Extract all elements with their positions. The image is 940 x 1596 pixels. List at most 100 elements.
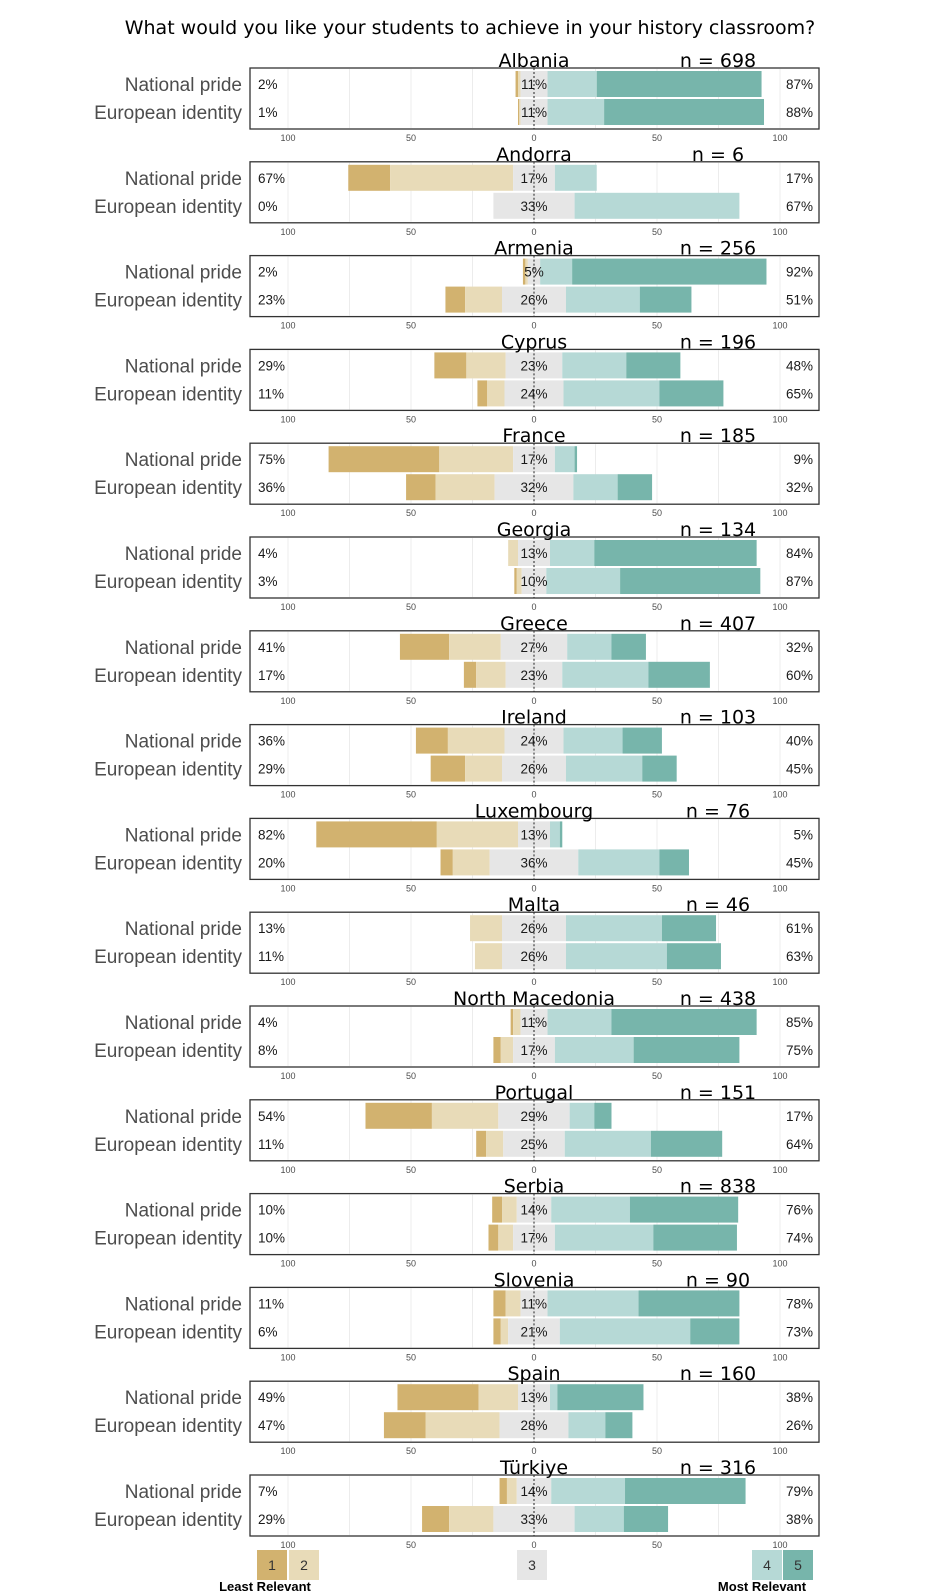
pct-label-left: 47% xyxy=(258,1418,285,1433)
bar-segment-4 xyxy=(554,1224,654,1251)
axis-tick-label: 0 xyxy=(531,1259,536,1269)
axis-tick-label: 0 xyxy=(531,1352,536,1362)
axis-tick-label: 100 xyxy=(772,1071,787,1081)
pct-label-left: 2% xyxy=(258,265,278,280)
bar-segment-1-least xyxy=(415,727,448,754)
bar-segment-1-least xyxy=(422,1506,450,1532)
bar-segment-4 xyxy=(546,568,621,594)
axis-tick-label: 100 xyxy=(772,133,787,143)
country-panel: National pride 13% 26% 61%European identity… xyxy=(94,894,820,987)
axis-tick-label: 50 xyxy=(652,321,662,331)
row-label: European identity xyxy=(94,760,242,781)
legend-label-5: 5 xyxy=(794,1557,802,1573)
bar-segment-1-least xyxy=(316,821,437,848)
bar-segment-1-least xyxy=(440,849,453,876)
panel-border xyxy=(249,1286,820,1350)
pct-label-left: 29% xyxy=(258,762,285,777)
pct-label-left: 20% xyxy=(258,855,285,870)
country-label: Portugal xyxy=(495,1082,574,1104)
axis-tick-label: 0 xyxy=(531,696,536,706)
country-panel: National pride 41% 27% 32%European identity… xyxy=(94,613,820,706)
pct-label-right: 85% xyxy=(786,1015,813,1030)
panel-border xyxy=(249,536,820,599)
bar-segment-4 xyxy=(565,943,667,970)
pct-label-right: 64% xyxy=(786,1137,813,1152)
bar-segment-4 xyxy=(564,1130,651,1157)
axis-tick-label: 50 xyxy=(652,1165,662,1175)
axis-tick-label: 100 xyxy=(772,508,787,518)
axis-tick-label: 50 xyxy=(406,883,416,893)
bar-segment-4 xyxy=(565,286,640,313)
axis-tick-label: 0 xyxy=(531,883,536,893)
bar-segment-5-most xyxy=(642,755,677,782)
row-label: National pride xyxy=(125,919,242,940)
bar-segment-5-most xyxy=(625,1478,746,1504)
axis-tick-label: 100 xyxy=(280,227,295,237)
row-label: National pride xyxy=(125,1482,242,1503)
axis-tick-label: 50 xyxy=(406,977,416,987)
bar-segment-5-most xyxy=(596,71,762,97)
row-label: National pride xyxy=(125,75,242,96)
axis-tick-label: 0 xyxy=(531,133,536,143)
pct-label-left: 6% xyxy=(258,1324,278,1339)
sample-size-label: n = 134 xyxy=(680,519,756,541)
pct-label-left: 29% xyxy=(258,358,285,373)
axis-tick-label: 100 xyxy=(280,1259,295,1269)
bar-segment-5-most xyxy=(604,99,765,125)
pct-label-right: 61% xyxy=(786,921,813,936)
bar-segment-5-most xyxy=(594,540,757,566)
pct-label-left: 75% xyxy=(258,452,285,467)
axis-tick-label: 100 xyxy=(772,790,787,800)
row-label: National pride xyxy=(125,544,242,565)
bar-segment-2 xyxy=(478,1384,519,1411)
axis-tick-label: 100 xyxy=(280,1165,295,1175)
panel-border xyxy=(249,1380,820,1443)
bar-segment-5-most xyxy=(557,1384,644,1411)
legend-most-relevant: Most Relevant xyxy=(718,1579,807,1594)
bar-segment-1-least xyxy=(434,352,467,379)
bar-segment-5-most xyxy=(639,286,692,313)
bar-segment-2 xyxy=(436,821,519,848)
axis-tick-label: 50 xyxy=(652,1446,662,1456)
legend-label-4: 4 xyxy=(763,1557,771,1573)
country-label: Spain xyxy=(507,1363,560,1385)
bar-segment-4 xyxy=(549,821,560,848)
bar-segment-1-least xyxy=(430,755,466,782)
bar-segment-5-most xyxy=(622,727,662,754)
bar-segment-2 xyxy=(486,1130,504,1157)
axis-tick-label: 100 xyxy=(280,602,295,612)
pct-label-right: 67% xyxy=(786,199,813,214)
bar-segment-2 xyxy=(425,1412,500,1439)
bar-segment-4 xyxy=(574,192,740,219)
axis-tick-label: 50 xyxy=(406,696,416,706)
country-panel: National pride 7% 14% 79%European identity 2… xyxy=(94,1457,820,1550)
bar-segment-2 xyxy=(390,164,514,191)
axis-tick-label: 0 xyxy=(531,321,536,331)
axis-tick-label: 100 xyxy=(280,790,295,800)
pct-label-left: 29% xyxy=(258,1512,285,1527)
axis-tick-label: 50 xyxy=(406,133,416,143)
axis-tick-label: 100 xyxy=(280,696,295,706)
pct-label-left: 8% xyxy=(258,1043,278,1058)
axis-tick-label: 100 xyxy=(280,977,295,987)
axis-tick-label: 100 xyxy=(772,1259,787,1269)
bar-segment-4 xyxy=(569,1102,595,1129)
legend-least-relevant: Least Relevant xyxy=(219,1579,311,1594)
pct-label-right: 79% xyxy=(786,1484,813,1499)
bar-segment-5-most xyxy=(594,1102,612,1129)
axis-tick-label: 100 xyxy=(280,883,295,893)
bar-segment-2 xyxy=(506,1478,517,1504)
bar-segment-2 xyxy=(513,1009,521,1035)
bar-segment-2 xyxy=(465,755,503,782)
axis-tick-label: 50 xyxy=(406,414,416,424)
axis-tick-label: 100 xyxy=(280,321,295,331)
pct-label-left: 2% xyxy=(258,77,278,92)
country-label: Cyprus xyxy=(501,331,567,353)
pct-label-left: 1% xyxy=(258,105,278,120)
pct-label-right: 88% xyxy=(786,105,813,120)
chart-title: What would you like your students to ach… xyxy=(125,17,816,39)
sample-size-label: n = 256 xyxy=(680,238,756,260)
row-label: National pride xyxy=(125,356,242,377)
row-label: European identity xyxy=(94,853,242,874)
axis-tick-label: 0 xyxy=(531,414,536,424)
